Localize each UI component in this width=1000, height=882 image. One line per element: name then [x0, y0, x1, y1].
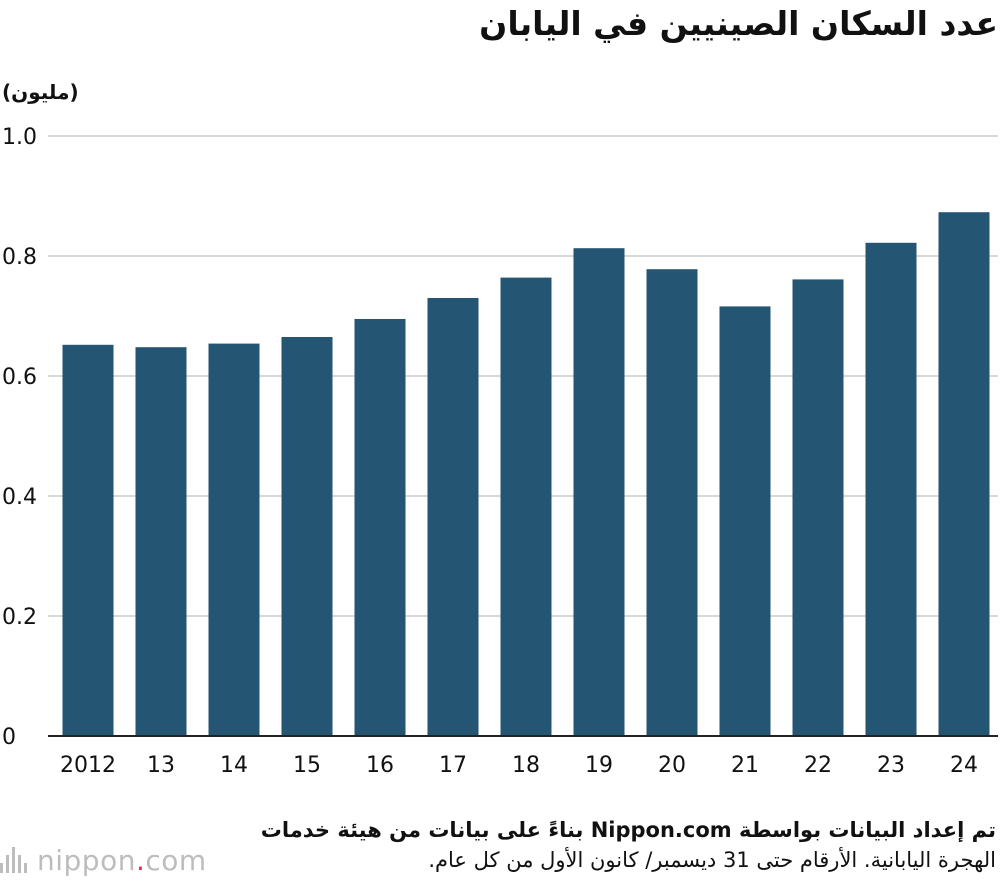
tick-labels: 0 0.2 0.4 0.6 0.8 1.0 2012 13 14 15 16 17 18 19 20 21 22… — [2, 125, 978, 778]
y-tick-label: 1.0 — [2, 125, 37, 150]
bar-17 — [427, 298, 479, 736]
chart-title: عدد السكان الصينيين في اليابان — [479, 4, 998, 43]
source-note-line-2: الهجرة اليابانية. الأرقام حتى 31 ديسمبر/… — [428, 848, 996, 872]
x-tick-label: 21 — [731, 753, 759, 778]
bar-chart: 0 0.2 0.4 0.6 0.8 1.0 2012 13 14 15 16 17 18 19 20 21 22… — [2, 125, 998, 778]
bar-2012 — [62, 344, 114, 736]
y-tick-label: 0.6 — [2, 365, 37, 390]
bars — [62, 212, 990, 737]
bar-13 — [135, 347, 187, 736]
bar-20 — [646, 269, 698, 736]
x-tick-label: 20 — [658, 753, 686, 778]
x-tick-label: 23 — [877, 753, 905, 778]
logo-text: nippon.com — [37, 843, 207, 877]
bar-19 — [573, 248, 625, 736]
bar-21 — [719, 306, 771, 736]
bar-23 — [865, 242, 917, 737]
x-tick-label: 15 — [293, 753, 321, 778]
bar-22 — [792, 279, 844, 736]
x-tick-label: 18 — [512, 753, 540, 778]
x-tick-label: 16 — [366, 753, 394, 778]
logo-bars-icon — [0, 847, 27, 873]
bar-15 — [281, 337, 333, 736]
y-tick-label: 0 — [2, 725, 16, 750]
y-tick-label: 0.8 — [2, 245, 37, 270]
x-tick-label: 13 — [147, 753, 175, 778]
x-tick-label: 2012 — [60, 753, 116, 778]
y-tick-label: 0.4 — [2, 485, 37, 510]
x-tick-label: 19 — [585, 753, 613, 778]
bar-24 — [938, 212, 990, 736]
source-note: تم إعداد البيانات بواسطة Nippon.com بناء… — [256, 815, 996, 875]
bar-16 — [354, 319, 406, 736]
x-tick-label: 22 — [804, 753, 832, 778]
x-tick-label: 24 — [950, 753, 978, 778]
x-tick-label: 14 — [220, 753, 248, 778]
bar-18 — [500, 277, 552, 736]
source-note-line-1: تم إعداد البيانات بواسطة Nippon.com بناء… — [260, 818, 996, 842]
nippon-logo: nippon.com — [0, 842, 207, 878]
y-tick-label: 0.2 — [2, 605, 37, 630]
unit-label: (مليون) — [2, 80, 79, 104]
x-tick-label: 17 — [439, 753, 467, 778]
bar-14 — [208, 343, 260, 736]
